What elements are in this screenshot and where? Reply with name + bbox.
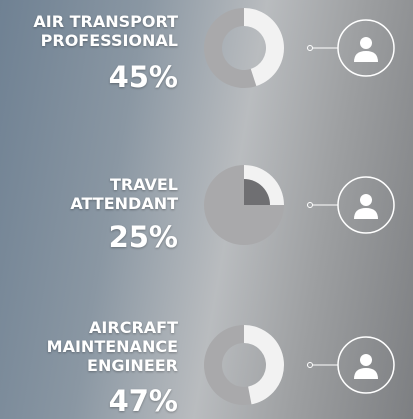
- icon-head: [360, 37, 372, 49]
- donut-arc: [244, 325, 284, 404]
- item-title: AIR TRANSPORT PROFESSIONAL: [0, 12, 178, 50]
- icon-body: [354, 51, 378, 62]
- icon-body: [354, 368, 378, 379]
- item-percent: 47%: [109, 386, 178, 416]
- connector-dot: [308, 363, 313, 368]
- icon-body: [354, 208, 378, 219]
- icon-head: [360, 194, 372, 206]
- item-title: AIRCRAFT MAINTENANCE ENGINEER: [0, 318, 178, 375]
- infographic: AIR TRANSPORT PROFESSIONAL 45% TRAVEL ATTE…: [0, 0, 413, 419]
- item-percent: 45%: [109, 62, 178, 92]
- item-percent: 25%: [109, 222, 178, 252]
- item-title: TRAVEL ATTENDANT: [0, 175, 178, 213]
- icon-head: [360, 354, 372, 366]
- connector-dot: [308, 46, 313, 51]
- connector-dot: [308, 203, 313, 208]
